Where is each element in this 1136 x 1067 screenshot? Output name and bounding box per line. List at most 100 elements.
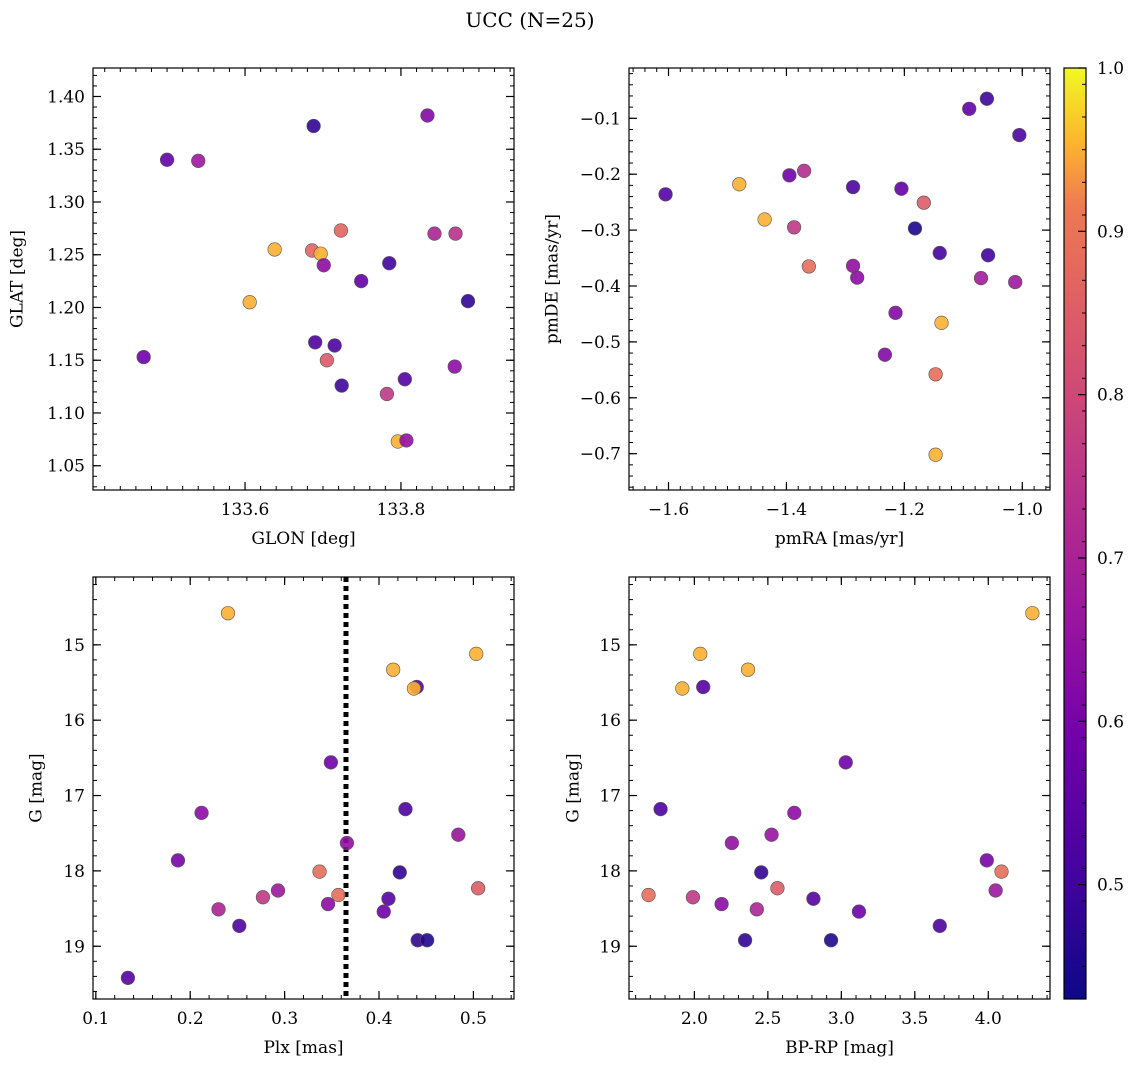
scatter-point	[120, 970, 136, 986]
scatter-point	[451, 827, 466, 842]
scatter-point	[786, 220, 802, 235]
plot-frame	[628, 67, 1051, 491]
x-tick-label: −1.0	[1002, 500, 1043, 520]
scatter-point	[877, 347, 893, 362]
scatter-point	[797, 163, 812, 178]
scatter-point	[685, 890, 701, 905]
minor-ticks	[93, 577, 514, 999]
y-axis-label: G [mag]	[27, 753, 47, 822]
scatter-point	[979, 91, 995, 106]
scatter-point	[934, 315, 949, 330]
y-tick-label: −0.7	[580, 445, 621, 465]
scatter-point	[211, 902, 226, 917]
scatter-point	[220, 606, 236, 621]
y-axis-label: GLAT [deg]	[8, 230, 28, 328]
scatter-point	[973, 271, 989, 286]
y-tick-label: 16	[599, 711, 621, 731]
scatter-point	[376, 904, 391, 919]
y-tick-label: 19	[599, 937, 621, 957]
scatter-point	[806, 891, 821, 906]
x-tick-label: 0.5	[460, 1009, 487, 1029]
scatter-point	[398, 801, 413, 817]
scatter-point	[801, 259, 816, 274]
y-tick-label: 1.25	[47, 246, 85, 266]
colorbar-tick-label: 0.7	[1097, 549, 1124, 569]
y-tick-label: 16	[63, 711, 85, 731]
scatter-point	[658, 187, 673, 202]
colorbar: 0.5 0.6 0.7 0.8 0.9 1.0	[1063, 59, 1124, 1000]
y-tick-label: 17	[63, 787, 85, 807]
y-tick-label: −0.3	[580, 221, 621, 241]
scatter-point	[381, 891, 396, 906]
scatter-point	[469, 646, 484, 661]
panel-plx-g: 0.1 0.2 0.3 0.4 0.5 15 16 17 18 19 Plx [mas] G [mag…	[27, 576, 515, 1058]
scatter-point	[737, 933, 753, 948]
y-tick-label: −0.5	[580, 333, 621, 353]
scatter-point	[962, 101, 977, 116]
x-tick-label: −1.6	[648, 500, 689, 520]
scatter-point	[894, 181, 909, 196]
scatter-point	[471, 881, 486, 896]
scatter-point	[159, 152, 175, 167]
panel-bprp-g: 2.0 2.5 3.0 3.5 4.0 15 16 17 18 19 BP-RP [mag] G [m…	[564, 576, 1051, 1058]
scatter-point	[770, 881, 785, 896]
scatter-point	[1025, 606, 1040, 621]
scatter-point	[888, 305, 903, 320]
scatter-point	[749, 902, 764, 917]
scatter-point	[316, 258, 331, 273]
y-tick-label: −0.2	[580, 165, 621, 185]
y-tick-label: 1.10	[47, 404, 85, 424]
scatter-point	[334, 378, 349, 393]
y-tick-label: 15	[599, 636, 621, 656]
scatter-point	[333, 223, 349, 238]
scatter-point	[907, 221, 923, 236]
scatter-point	[312, 864, 327, 879]
scatter-point	[787, 805, 802, 820]
scatter-point	[339, 835, 355, 851]
y-tick-label: −0.4	[580, 277, 621, 297]
figure-title: UCC (N=25)	[465, 8, 594, 32]
scatter-point	[232, 918, 247, 934]
scatter-point	[392, 865, 407, 880]
scatter-point	[988, 883, 1003, 898]
scatter-point	[255, 890, 271, 905]
y-axis-label: G [mag]	[564, 753, 584, 822]
scatter-point	[242, 295, 257, 310]
scatter-point	[980, 248, 996, 263]
scatter-point	[928, 447, 943, 462]
scatter-point	[270, 883, 286, 898]
x-tick-label: 4.0	[975, 1009, 1002, 1029]
scatter-point	[782, 168, 797, 183]
scatter-point	[838, 755, 853, 770]
scatter-point	[928, 367, 943, 382]
minor-ticks	[93, 68, 514, 490]
scatter-point	[823, 933, 839, 948]
scatter-point	[323, 755, 338, 770]
x-axis-label: pmRA [mas/yr]	[775, 529, 904, 549]
panel-pmra-pmde: −1.6 −1.4 −1.2 −1.0 −0.7 −0.6 −0.5 −0.4 −0.3 −0.2…	[543, 67, 1051, 549]
scatter-point	[851, 904, 867, 919]
colorbar-tick-label: 0.9	[1097, 222, 1124, 242]
scatter-point	[267, 242, 282, 257]
y-tick-label: 18	[599, 862, 621, 882]
scatter-point	[932, 918, 947, 934]
x-axis-label: Plx [mas]	[263, 1038, 343, 1058]
scatter-point	[447, 359, 462, 374]
scatter-point	[724, 835, 739, 851]
scatter-point	[306, 118, 321, 134]
x-axis-label: BP-RP [mag]	[785, 1038, 894, 1058]
scatter-point	[916, 195, 931, 210]
scatter-point	[448, 226, 463, 241]
x-tick-label: −1.2	[884, 500, 925, 520]
scatter-point	[693, 646, 708, 661]
scatter-point	[845, 179, 861, 195]
x-tick-label: 0.4	[365, 1009, 392, 1029]
y-tick-label: −0.1	[580, 109, 621, 129]
x-tick-label: 0.1	[82, 1009, 109, 1029]
scatter-point	[194, 805, 209, 820]
scatter-point	[764, 827, 779, 842]
scatter-point	[420, 108, 435, 123]
scatter-point	[932, 245, 947, 261]
scatter-point	[354, 274, 369, 289]
